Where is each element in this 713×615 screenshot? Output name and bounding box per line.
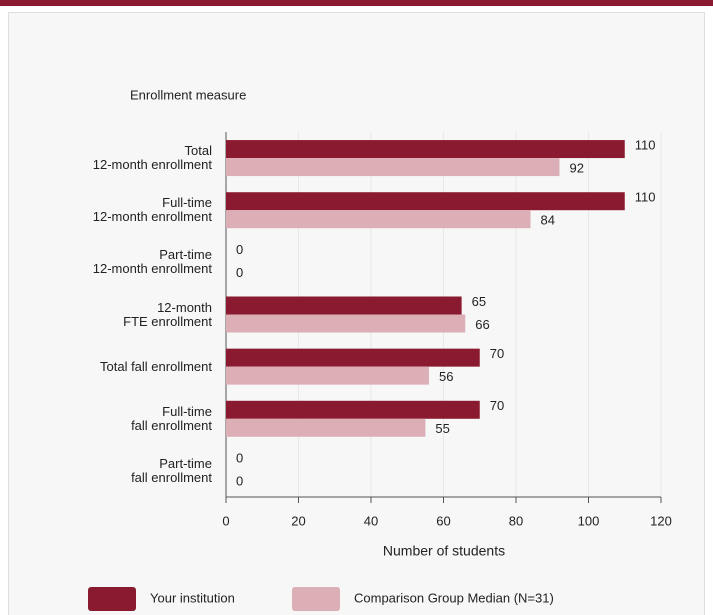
category-label: Total 12-month enrollment (92, 143, 212, 173)
value-label: 0 (236, 265, 243, 280)
bar (226, 158, 560, 177)
value-label: 0 (236, 450, 243, 465)
legend-swatch (88, 587, 136, 611)
value-label: 0 (236, 242, 243, 257)
value-label: 92 (570, 161, 584, 176)
value-label: 70 (490, 346, 504, 361)
bar (226, 418, 426, 437)
value-label: 55 (435, 421, 449, 436)
value-label: 110 (635, 138, 656, 153)
x-axis-title: Number of students (383, 543, 505, 559)
bar (226, 140, 625, 159)
x-tick-label: 60 (436, 513, 450, 528)
bar (226, 314, 466, 333)
value-label: 0 (236, 473, 243, 488)
x-tick-label: 100 (578, 513, 600, 528)
category-label: Full-time 12-month enrollment (92, 195, 212, 225)
bar (226, 210, 531, 229)
value-label: 66 (475, 317, 489, 332)
bar (226, 348, 480, 367)
value-label: 56 (439, 369, 453, 384)
category-label: 12-month FTE enrollment (123, 299, 212, 329)
category-label: Total fall enrollment (100, 358, 212, 374)
bar (226, 192, 625, 211)
y-axis-title: Enrollment measure (130, 87, 246, 102)
bar (226, 296, 462, 315)
value-label: 84 (541, 213, 555, 228)
x-tick-label: 0 (222, 513, 229, 528)
category-label: Full-time fall enrollment (131, 403, 212, 433)
bar (226, 366, 429, 385)
value-label: 70 (490, 398, 504, 413)
category-label: Part-time 12-month enrollment (92, 247, 212, 277)
value-label: 65 (472, 294, 486, 309)
x-tick-label: 80 (509, 513, 523, 528)
top-bar (0, 0, 713, 6)
value-label: 110 (635, 190, 656, 205)
x-tick-label: 40 (364, 513, 378, 528)
legend-swatch (292, 587, 340, 611)
x-tick-label: 20 (291, 513, 305, 528)
legend-label: Your institution (150, 590, 235, 605)
bar (226, 400, 480, 419)
x-tick-label: 120 (650, 513, 672, 528)
legend-label: Comparison Group Median (N=31) (354, 590, 554, 605)
category-label: Part-time fall enrollment (131, 455, 212, 485)
